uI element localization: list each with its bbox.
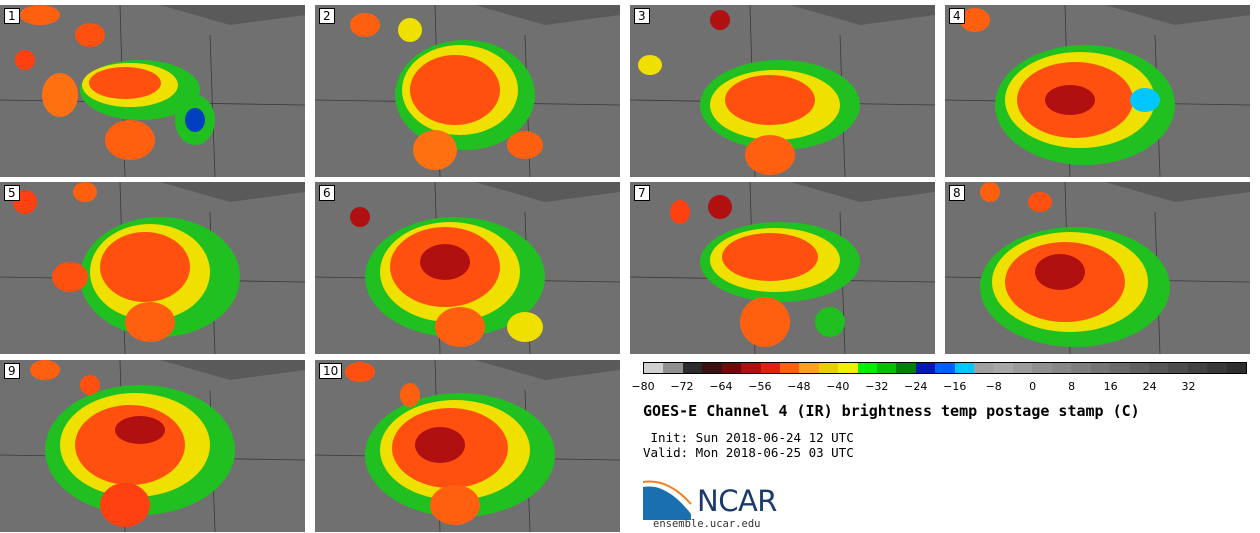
colorbar-cell xyxy=(1226,363,1247,373)
colorbar-tick-label: −80 xyxy=(631,380,655,393)
colorbar-tick-label: −8 xyxy=(985,380,1002,393)
panel-number: 6 xyxy=(319,185,335,201)
colorbar-tick-label: −16 xyxy=(943,380,967,393)
panel-number: 3 xyxy=(634,8,650,24)
colorbar-cell xyxy=(1051,363,1072,373)
colorbar-tick-label: 16 xyxy=(1103,380,1118,393)
ir-satellite-map xyxy=(0,5,305,177)
logo-text: NCAR xyxy=(697,484,777,518)
colorbar-cell xyxy=(935,363,955,373)
panel-number: 10 xyxy=(319,363,343,379)
colorbar-cell xyxy=(974,363,994,373)
colorbar-cell xyxy=(682,363,703,373)
ir-satellite-map xyxy=(945,182,1250,354)
ensemble-member-panel-5[interactable]: 5 xyxy=(0,182,305,354)
colorbar-cell xyxy=(1129,363,1149,373)
colorbar-cell xyxy=(1168,363,1188,373)
ensemble-member-panel-1[interactable]: 1 xyxy=(0,5,305,177)
colorbar-cell xyxy=(857,363,878,373)
colorbar-tick-label: −40 xyxy=(826,380,850,393)
ncar-logo-icon xyxy=(643,480,692,520)
panel-number: 4 xyxy=(949,8,965,24)
colorbar-cell xyxy=(1013,363,1033,373)
colorbar-tick-label: −64 xyxy=(709,380,733,393)
temperature-colorbar xyxy=(643,362,1247,374)
colorbar-tick-label: −32 xyxy=(865,380,889,393)
colorbar-tick-label: −56 xyxy=(748,380,772,393)
ensemble-member-panel-4[interactable]: 4 xyxy=(945,5,1250,177)
ensemble-member-panel-10[interactable]: 10 xyxy=(315,360,620,532)
colorbar-cell xyxy=(1187,363,1208,373)
colorbar-cell xyxy=(741,363,761,373)
colorbar-tick-label: 0 xyxy=(1029,380,1037,393)
colorbar-cell xyxy=(915,363,936,373)
colorbar-cell xyxy=(1110,363,1130,373)
colorbar-cell xyxy=(1071,363,1091,373)
init-time: Init: Sun 2018-06-24 12 UTC xyxy=(643,430,854,445)
colorbar-tick-label: −72 xyxy=(670,380,694,393)
colorbar-cell xyxy=(993,363,1014,373)
website-link[interactable]: ensemble.ucar.edu xyxy=(653,518,761,530)
valid-time: Valid: Mon 2018-06-25 03 UTC xyxy=(643,445,854,460)
ensemble-member-panel-8[interactable]: 8 xyxy=(945,182,1250,354)
colorbar-cell xyxy=(1032,363,1052,373)
colorbar-tick-label: 8 xyxy=(1068,380,1076,393)
colorbar-cell xyxy=(663,363,683,373)
colorbar-tick-label: −48 xyxy=(787,380,811,393)
figure-title: GOES-E Channel 4 (IR) brightness temp po… xyxy=(643,402,1140,420)
colorbar-cell xyxy=(954,363,975,373)
colorbar-cell xyxy=(760,363,780,373)
colorbar-tick-label: 24 xyxy=(1142,380,1157,393)
ir-satellite-map xyxy=(315,182,620,354)
colorbar-cell xyxy=(721,363,742,373)
ir-satellite-map xyxy=(315,360,620,532)
colorbar-tick-labels: −80 −72 −64 −56 −48 −40 −32 −24 −16 −8 0 8 16 24 32 xyxy=(631,380,1247,394)
panel-number: 1 xyxy=(4,8,20,24)
colorbar-tick-label: 32 xyxy=(1181,380,1196,393)
ensemble-member-panel-9[interactable]: 9 xyxy=(0,360,305,532)
colorbar-cell xyxy=(1090,363,1111,373)
colorbar-cell xyxy=(1207,363,1227,373)
panel-number: 7 xyxy=(634,185,650,201)
ir-satellite-map xyxy=(315,5,620,177)
ir-satellite-map xyxy=(0,360,305,532)
ir-satellite-map xyxy=(630,182,935,354)
colorbar-cell xyxy=(896,363,916,373)
colorbar-cell xyxy=(838,363,858,373)
colorbar-cell xyxy=(799,363,819,373)
panel-number: 8 xyxy=(949,185,965,201)
colorbar-cell xyxy=(779,363,800,373)
panel-number: 9 xyxy=(4,363,20,379)
colorbar-tick-label: −24 xyxy=(904,380,928,393)
colorbar-cell xyxy=(877,363,897,373)
ensemble-member-panel-7[interactable]: 7 xyxy=(630,182,935,354)
ir-satellite-map xyxy=(630,5,935,177)
colorbar-cell xyxy=(1148,363,1169,373)
colorbar-cell xyxy=(818,363,839,373)
ir-satellite-map xyxy=(945,5,1250,177)
ensemble-member-panel-2[interactable]: 2 xyxy=(315,5,620,177)
panel-number: 5 xyxy=(4,185,20,201)
colorbar-cell xyxy=(702,363,722,373)
ensemble-member-panel-6[interactable]: 6 xyxy=(315,182,620,354)
colorbar-cell xyxy=(644,363,664,373)
ensemble-member-panel-3[interactable]: 3 xyxy=(630,5,935,177)
panel-number: 2 xyxy=(319,8,335,24)
ir-satellite-map xyxy=(0,182,305,354)
